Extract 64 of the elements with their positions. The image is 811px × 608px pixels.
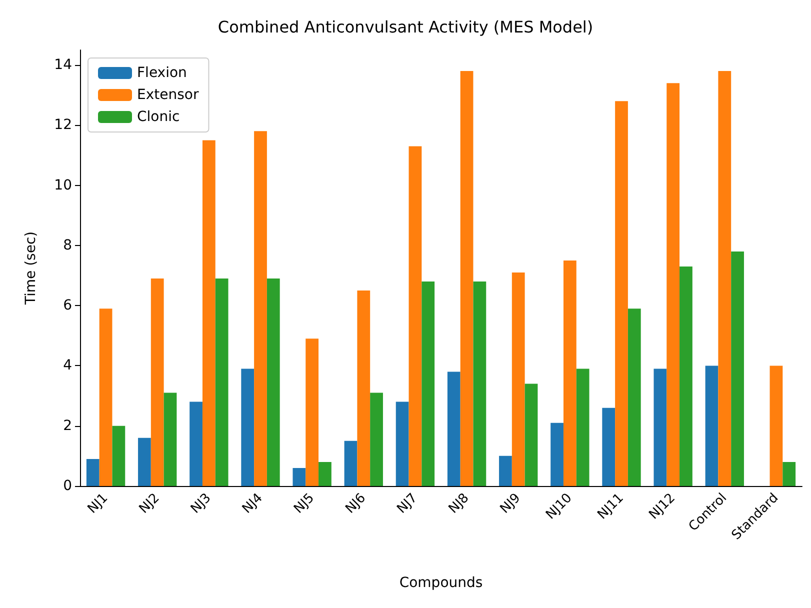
bar [241,368,254,486]
bar [112,426,126,486]
bar [138,438,151,486]
bar [99,308,112,486]
bar [318,462,332,486]
y-tick-label: 8 [63,237,72,254]
chart-title: Combined Anticonvulsant Activity (MES Model) [218,18,594,36]
bar [86,458,100,486]
bar [628,308,641,486]
bar [190,402,202,486]
bar [615,101,628,486]
bar [666,83,680,486]
bar [422,282,435,486]
bar [563,260,576,486]
x-tick-label: NJ8 [446,490,472,517]
x-tick-label: NJ3 [188,490,214,517]
y-tick-label: 6 [63,298,72,314]
bar [396,402,409,486]
bar [292,468,306,486]
bar [344,440,358,486]
y-tick-label: 2 [63,418,72,434]
y-tick-label: 14 [54,57,72,74]
bar [254,131,267,486]
bar [576,368,590,486]
x-tick-label: NJ9 [498,490,524,517]
legend-label: Clonic [137,109,180,125]
bar [731,251,744,486]
bar [473,282,486,486]
bar [215,278,228,486]
x-tick-label: NJ5 [291,490,318,517]
y-tick-label: 10 [54,177,72,194]
bar [550,422,564,486]
bar [266,278,280,486]
bar [150,278,164,486]
x-tick-label: NJ7 [394,490,421,517]
y-axis-title: Time (sec) [23,231,39,306]
bar [408,146,422,486]
bar [782,462,796,486]
bar [718,71,732,486]
x-tick-label: NJ1 [85,490,112,517]
y-tick-label: 4 [63,358,72,374]
bar [524,384,538,486]
bar [306,338,319,486]
x-tick-label: NJ4 [240,490,266,517]
bar [164,392,177,486]
bar [460,71,474,486]
bar [680,266,692,486]
bar [654,368,667,486]
legend-label: Extensor [137,87,199,103]
bar [602,408,616,486]
bar [770,366,783,486]
bar [202,140,216,486]
bar [705,366,718,486]
bar [357,290,370,486]
bar [499,456,512,486]
legend-label: Flexion [137,65,187,81]
x-tick-label: NJ6 [342,490,369,517]
bar [447,372,460,486]
y-tick-label: 12 [54,117,72,134]
x-axis-title: Compounds [399,575,483,591]
bar [512,272,525,486]
x-tick-label: NJ2 [136,490,163,517]
bar [370,392,383,486]
y-tick-label: 0 [63,478,72,494]
